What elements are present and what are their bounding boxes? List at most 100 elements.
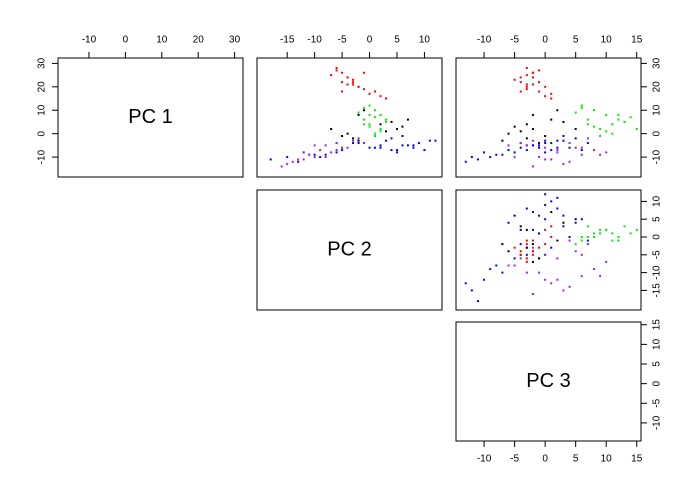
y-tick-label: 0 [652, 130, 663, 136]
point [519, 257, 522, 260]
point [580, 149, 583, 152]
y-tick-label: 10 [652, 104, 663, 116]
point [470, 156, 473, 159]
point [519, 81, 522, 84]
point [586, 123, 589, 126]
point [592, 236, 595, 239]
point [568, 160, 571, 163]
point [544, 142, 547, 145]
point [586, 137, 589, 140]
x-tick-label: 15 [631, 35, 643, 46]
y-tick-label: 30 [37, 57, 48, 69]
point [525, 228, 528, 231]
x-tick-label: 5 [394, 35, 400, 46]
point [611, 132, 614, 135]
point [605, 228, 608, 231]
point [346, 76, 349, 79]
point [538, 271, 541, 274]
point [580, 218, 583, 221]
point [531, 71, 534, 74]
point [401, 144, 404, 147]
point [525, 144, 528, 147]
point [286, 163, 289, 166]
point [580, 275, 583, 278]
point [544, 146, 547, 149]
x-tick-label: 0 [542, 454, 548, 465]
point [568, 236, 571, 239]
point [385, 118, 388, 121]
point [357, 137, 360, 140]
y-tick-label: -10 [37, 149, 48, 164]
point [374, 116, 377, 119]
point [599, 275, 602, 278]
y-tick-label: -10 [652, 149, 663, 164]
point [550, 149, 553, 152]
point [330, 74, 333, 77]
point [519, 142, 522, 145]
x-tick-label: 20 [193, 35, 205, 46]
point [544, 139, 547, 142]
point [357, 139, 360, 142]
point [531, 165, 534, 168]
point [580, 239, 583, 242]
panel-box [455, 321, 642, 442]
point [525, 257, 528, 260]
point [550, 200, 553, 203]
y-tick-label: 0 [37, 130, 48, 136]
point [513, 246, 516, 249]
point [544, 85, 547, 88]
point [412, 144, 415, 147]
point [574, 250, 577, 253]
point [544, 243, 547, 246]
point [586, 239, 589, 242]
point [363, 118, 366, 121]
y-tick-label: 0 [652, 380, 663, 386]
x-tick-label: 10 [156, 35, 168, 46]
point [525, 253, 528, 256]
point [374, 132, 377, 135]
x-tick-label: -10 [477, 35, 492, 46]
point [525, 74, 528, 77]
point [544, 158, 547, 161]
point [379, 130, 382, 133]
point [599, 127, 602, 130]
point [525, 67, 528, 70]
point [531, 246, 534, 249]
x-tick-label: -10 [82, 35, 97, 46]
point [538, 69, 541, 72]
point [313, 144, 316, 147]
point [574, 127, 577, 130]
point [562, 135, 565, 138]
point [586, 243, 589, 246]
point [319, 149, 322, 152]
point [341, 90, 344, 93]
point [379, 123, 382, 126]
y-tick-label: -5 [652, 250, 663, 259]
point [538, 90, 541, 93]
point [562, 225, 565, 228]
point [357, 111, 360, 114]
point [368, 113, 371, 116]
point [617, 118, 620, 121]
y-tick-label: 10 [37, 104, 48, 116]
point [531, 144, 534, 147]
point [531, 253, 534, 256]
point [519, 225, 522, 228]
point [269, 158, 272, 161]
point [352, 139, 355, 142]
point [525, 246, 528, 249]
point [335, 67, 338, 70]
y-tick-label: 15 [652, 319, 663, 331]
point [617, 236, 620, 239]
point [531, 127, 534, 130]
point [531, 83, 534, 86]
point [495, 264, 498, 267]
point [483, 278, 486, 281]
point [538, 156, 541, 159]
point [586, 118, 589, 121]
point [617, 113, 620, 116]
variable-label: PC 2 [327, 238, 371, 260]
point [335, 142, 338, 145]
point [464, 282, 467, 285]
point [568, 142, 571, 145]
